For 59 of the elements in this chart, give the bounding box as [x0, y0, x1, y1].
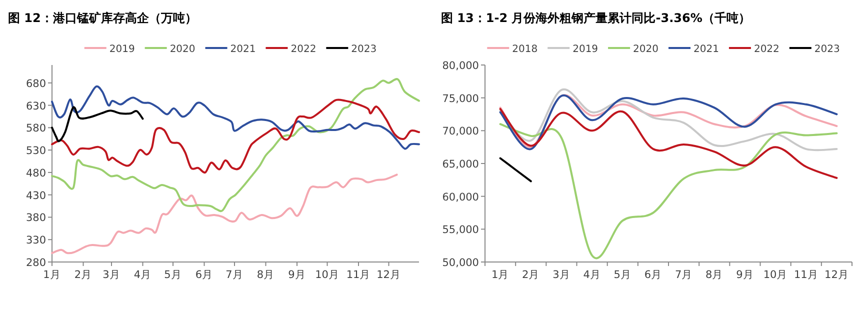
- line-series: [499, 108, 838, 179]
- y-tick-label: 70,000: [442, 126, 479, 138]
- x-tick-label: 12月: [376, 269, 401, 281]
- y-tick-label: 60,000: [442, 191, 479, 204]
- x-tick-label: 5月: [164, 269, 182, 281]
- x-tick-label: 9月: [736, 269, 754, 281]
- y-tick-label: 50,000: [442, 257, 479, 269]
- y-tick-label: 630: [26, 100, 46, 112]
- y-tick-label: 330: [26, 234, 46, 247]
- x-tick-label: 7月: [226, 269, 244, 281]
- legend-label: 2021: [230, 44, 256, 55]
- x-tick-label: 9月: [288, 269, 306, 281]
- legend-label: 2019: [109, 44, 135, 55]
- x-tick-label: 1月: [491, 269, 510, 281]
- line-series: [51, 98, 420, 174]
- legend-label: 2022: [754, 44, 780, 55]
- y-tick-label: 75,000: [442, 92, 479, 105]
- x-tick-label: 2月: [74, 269, 92, 281]
- chart-title: 图 13：1-2 月份海外粗钢产量累计同比-3.36%（千吨）: [441, 11, 750, 25]
- y-tick-label: 80,000: [442, 60, 479, 72]
- line-series: [51, 85, 420, 150]
- y-tick-label: 680: [26, 78, 46, 90]
- x-tick-label: 1月: [43, 269, 61, 281]
- x-tick-label: 11月: [794, 269, 818, 281]
- y-tick-label: 430: [26, 190, 46, 202]
- legend-label: 2023: [351, 44, 377, 55]
- line-series: [51, 174, 398, 254]
- legend-label: 2018: [512, 44, 538, 55]
- x-tick-label: 7月: [674, 269, 693, 281]
- y-tick-label: 480: [26, 167, 46, 180]
- x-tick-label: 3月: [552, 269, 570, 281]
- x-tick-label: 5月: [614, 269, 632, 281]
- x-tick-label: 8月: [256, 269, 275, 281]
- x-tick-label: 2月: [522, 269, 540, 281]
- x-tick-label: 3月: [102, 269, 120, 281]
- y-tick-label: 55,000: [442, 224, 479, 236]
- chart-title: 图 12：港口锰矿库存高企（万吨）: [8, 11, 197, 25]
- legend-label: 2023: [814, 44, 840, 55]
- x-tick-label: 6月: [644, 269, 662, 281]
- y-tick-label: 65,000: [442, 158, 479, 170]
- line-series: [51, 106, 144, 142]
- x-tick-label: 6月: [195, 269, 214, 281]
- y-tick-label: 530: [26, 145, 46, 158]
- x-tick-label: 11月: [346, 269, 371, 281]
- y-tick-label: 280: [26, 257, 46, 269]
- y-tick-label: 380: [26, 212, 46, 224]
- legend-label: 2020: [633, 44, 658, 55]
- legend-label: 2021: [694, 44, 719, 55]
- x-tick-label: 10月: [315, 269, 340, 281]
- x-tick-label: 10月: [763, 269, 788, 281]
- legend-label: 2019: [572, 44, 598, 55]
- line-series: [51, 78, 420, 212]
- x-tick-label: 12月: [824, 269, 849, 281]
- x-tick-label: 4月: [583, 269, 601, 281]
- legend-label: 2022: [290, 44, 316, 55]
- x-tick-label: 4月: [134, 269, 152, 281]
- x-tick-label: 8月: [706, 269, 724, 281]
- legend-label: 2020: [170, 44, 196, 55]
- y-tick-label: 580: [26, 122, 46, 135]
